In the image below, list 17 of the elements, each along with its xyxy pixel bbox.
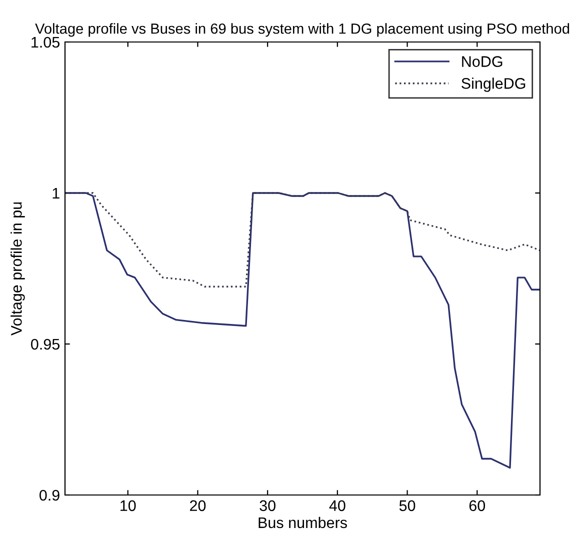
x-tick-label: 10	[120, 500, 136, 512]
x-tick-label: 40	[329, 500, 346, 512]
x-axis-title: Bus numbers	[258, 516, 347, 528]
x-tick-label: 50	[399, 500, 416, 512]
y-tick-label: 0.95	[31, 338, 60, 350]
legend-label: SingleDG	[462, 78, 526, 92]
x-tick-label: 20	[190, 500, 206, 512]
x-tick-label: 60	[469, 500, 486, 512]
chart-title: Voltage profile vs Buses in 69 bus system with 1 DG placement using PSO method	[35, 23, 570, 37]
line-series	[65, 192, 540, 469]
line-series	[65, 192, 540, 288]
y-tick-label: 1	[52, 188, 60, 199]
y-axis-title: Voltage profile in pu	[10, 202, 25, 336]
y-tick-label: 1.05	[32, 36, 60, 48]
legend-label: NoDG	[462, 56, 502, 67]
x-tick-label: 30	[260, 500, 276, 512]
y-tick-label: 0.9	[40, 490, 60, 501]
